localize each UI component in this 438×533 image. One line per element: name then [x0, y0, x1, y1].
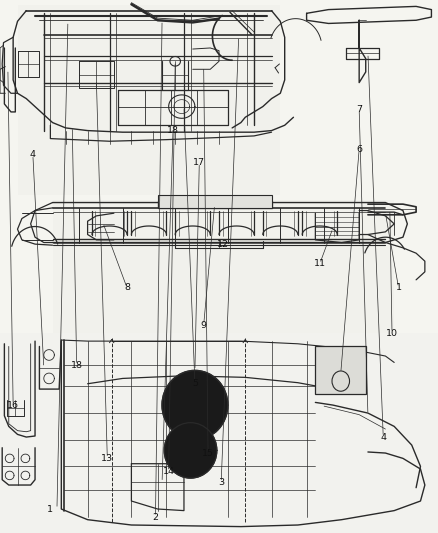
FancyBboxPatch shape — [0, 333, 438, 533]
Text: 7: 7 — [356, 105, 362, 114]
Text: 16: 16 — [7, 401, 19, 409]
Text: 17: 17 — [193, 158, 205, 167]
Text: 18: 18 — [71, 361, 83, 369]
Text: 8: 8 — [124, 284, 130, 292]
Text: 1: 1 — [47, 505, 53, 513]
Ellipse shape — [164, 423, 217, 478]
Text: 10: 10 — [386, 329, 398, 337]
Text: 1: 1 — [396, 284, 402, 292]
Ellipse shape — [162, 370, 228, 440]
Text: 6: 6 — [356, 145, 362, 154]
Text: 9: 9 — [201, 321, 207, 329]
Text: 13: 13 — [101, 454, 113, 463]
Text: 5: 5 — [192, 379, 198, 388]
Text: 11: 11 — [314, 260, 326, 268]
Text: 4: 4 — [380, 433, 386, 441]
FancyBboxPatch shape — [315, 346, 366, 394]
Text: 12: 12 — [217, 240, 230, 248]
FancyBboxPatch shape — [158, 195, 272, 208]
Text: 18: 18 — [167, 126, 179, 135]
Text: 3: 3 — [218, 478, 224, 487]
FancyBboxPatch shape — [53, 200, 394, 333]
Text: 15: 15 — [202, 449, 214, 457]
Text: 14: 14 — [162, 467, 175, 476]
FancyBboxPatch shape — [18, 5, 280, 195]
Text: 4: 4 — [30, 150, 36, 159]
Text: 2: 2 — [152, 513, 159, 521]
